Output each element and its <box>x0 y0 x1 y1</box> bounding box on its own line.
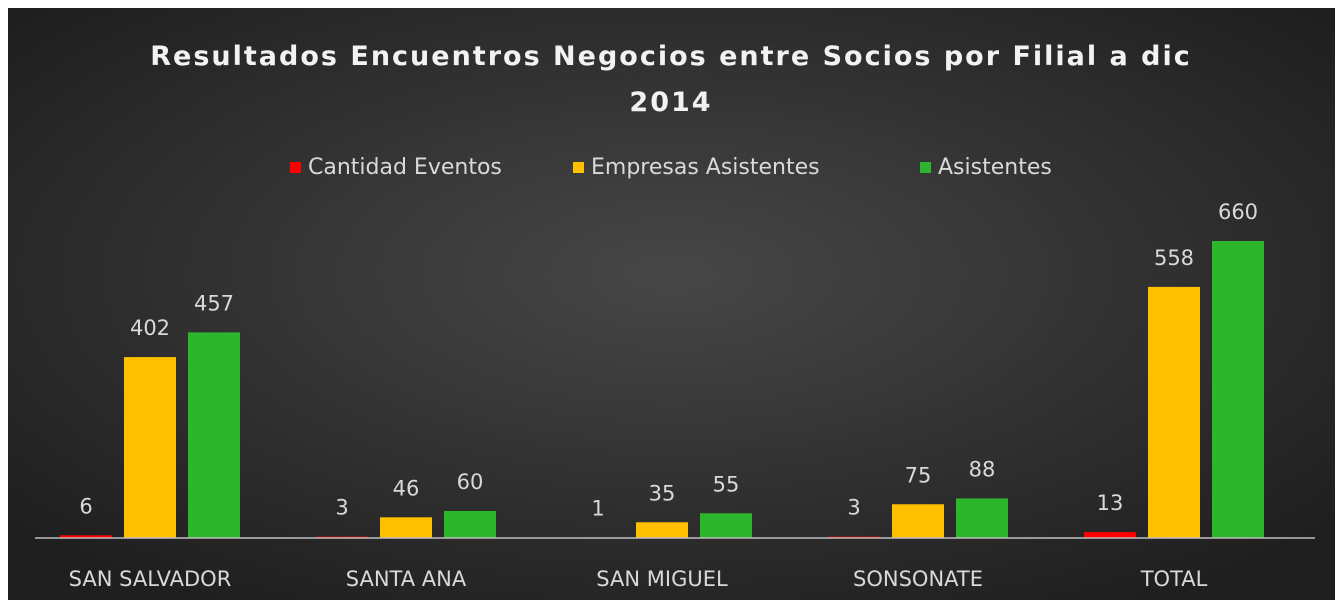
data-label: 558 <box>1154 246 1194 270</box>
data-label: 457 <box>194 291 234 315</box>
data-label: 46 <box>393 476 420 500</box>
bar <box>1084 532 1136 538</box>
data-label: 6 <box>79 494 92 518</box>
legend-label: Empresas Asistentes <box>591 155 820 180</box>
data-label: 88 <box>969 457 996 481</box>
bar <box>956 498 1008 538</box>
bar <box>636 522 688 538</box>
legend-swatch <box>573 162 584 173</box>
data-label: 3 <box>335 496 348 520</box>
data-label: 1 <box>591 497 604 521</box>
bar <box>380 517 432 538</box>
legend-label: Asistentes <box>938 155 1052 180</box>
bar <box>188 332 240 538</box>
bar <box>60 535 112 538</box>
x-tick-label: SAN SALVADOR <box>69 567 232 591</box>
data-label: 60 <box>457 470 484 494</box>
bar <box>892 504 944 538</box>
legend-swatch <box>290 162 301 173</box>
legend-swatch <box>920 162 931 173</box>
bar <box>124 357 176 538</box>
bar <box>444 511 496 538</box>
data-label: 55 <box>713 472 740 496</box>
x-tick-label: TOTAL <box>1140 567 1208 591</box>
bar <box>1212 241 1264 538</box>
bar <box>700 513 752 538</box>
bar <box>1148 286 1200 538</box>
data-label: 3 <box>847 496 860 520</box>
legend-label: Cantidad Eventos <box>308 155 502 180</box>
chart-title: Resultados Encuentros Negocios entre Soc… <box>150 41 1192 118</box>
x-tick-label: SONSONATE <box>853 567 983 591</box>
x-tick-label: SANTA ANA <box>346 567 467 591</box>
data-label: 75 <box>905 463 932 487</box>
data-label: 35 <box>649 481 676 505</box>
data-label: 660 <box>1218 200 1258 224</box>
data-label: 13 <box>1097 491 1124 515</box>
data-label: 402 <box>130 316 170 340</box>
x-tick-label: SAN MIGUEL <box>596 567 728 591</box>
